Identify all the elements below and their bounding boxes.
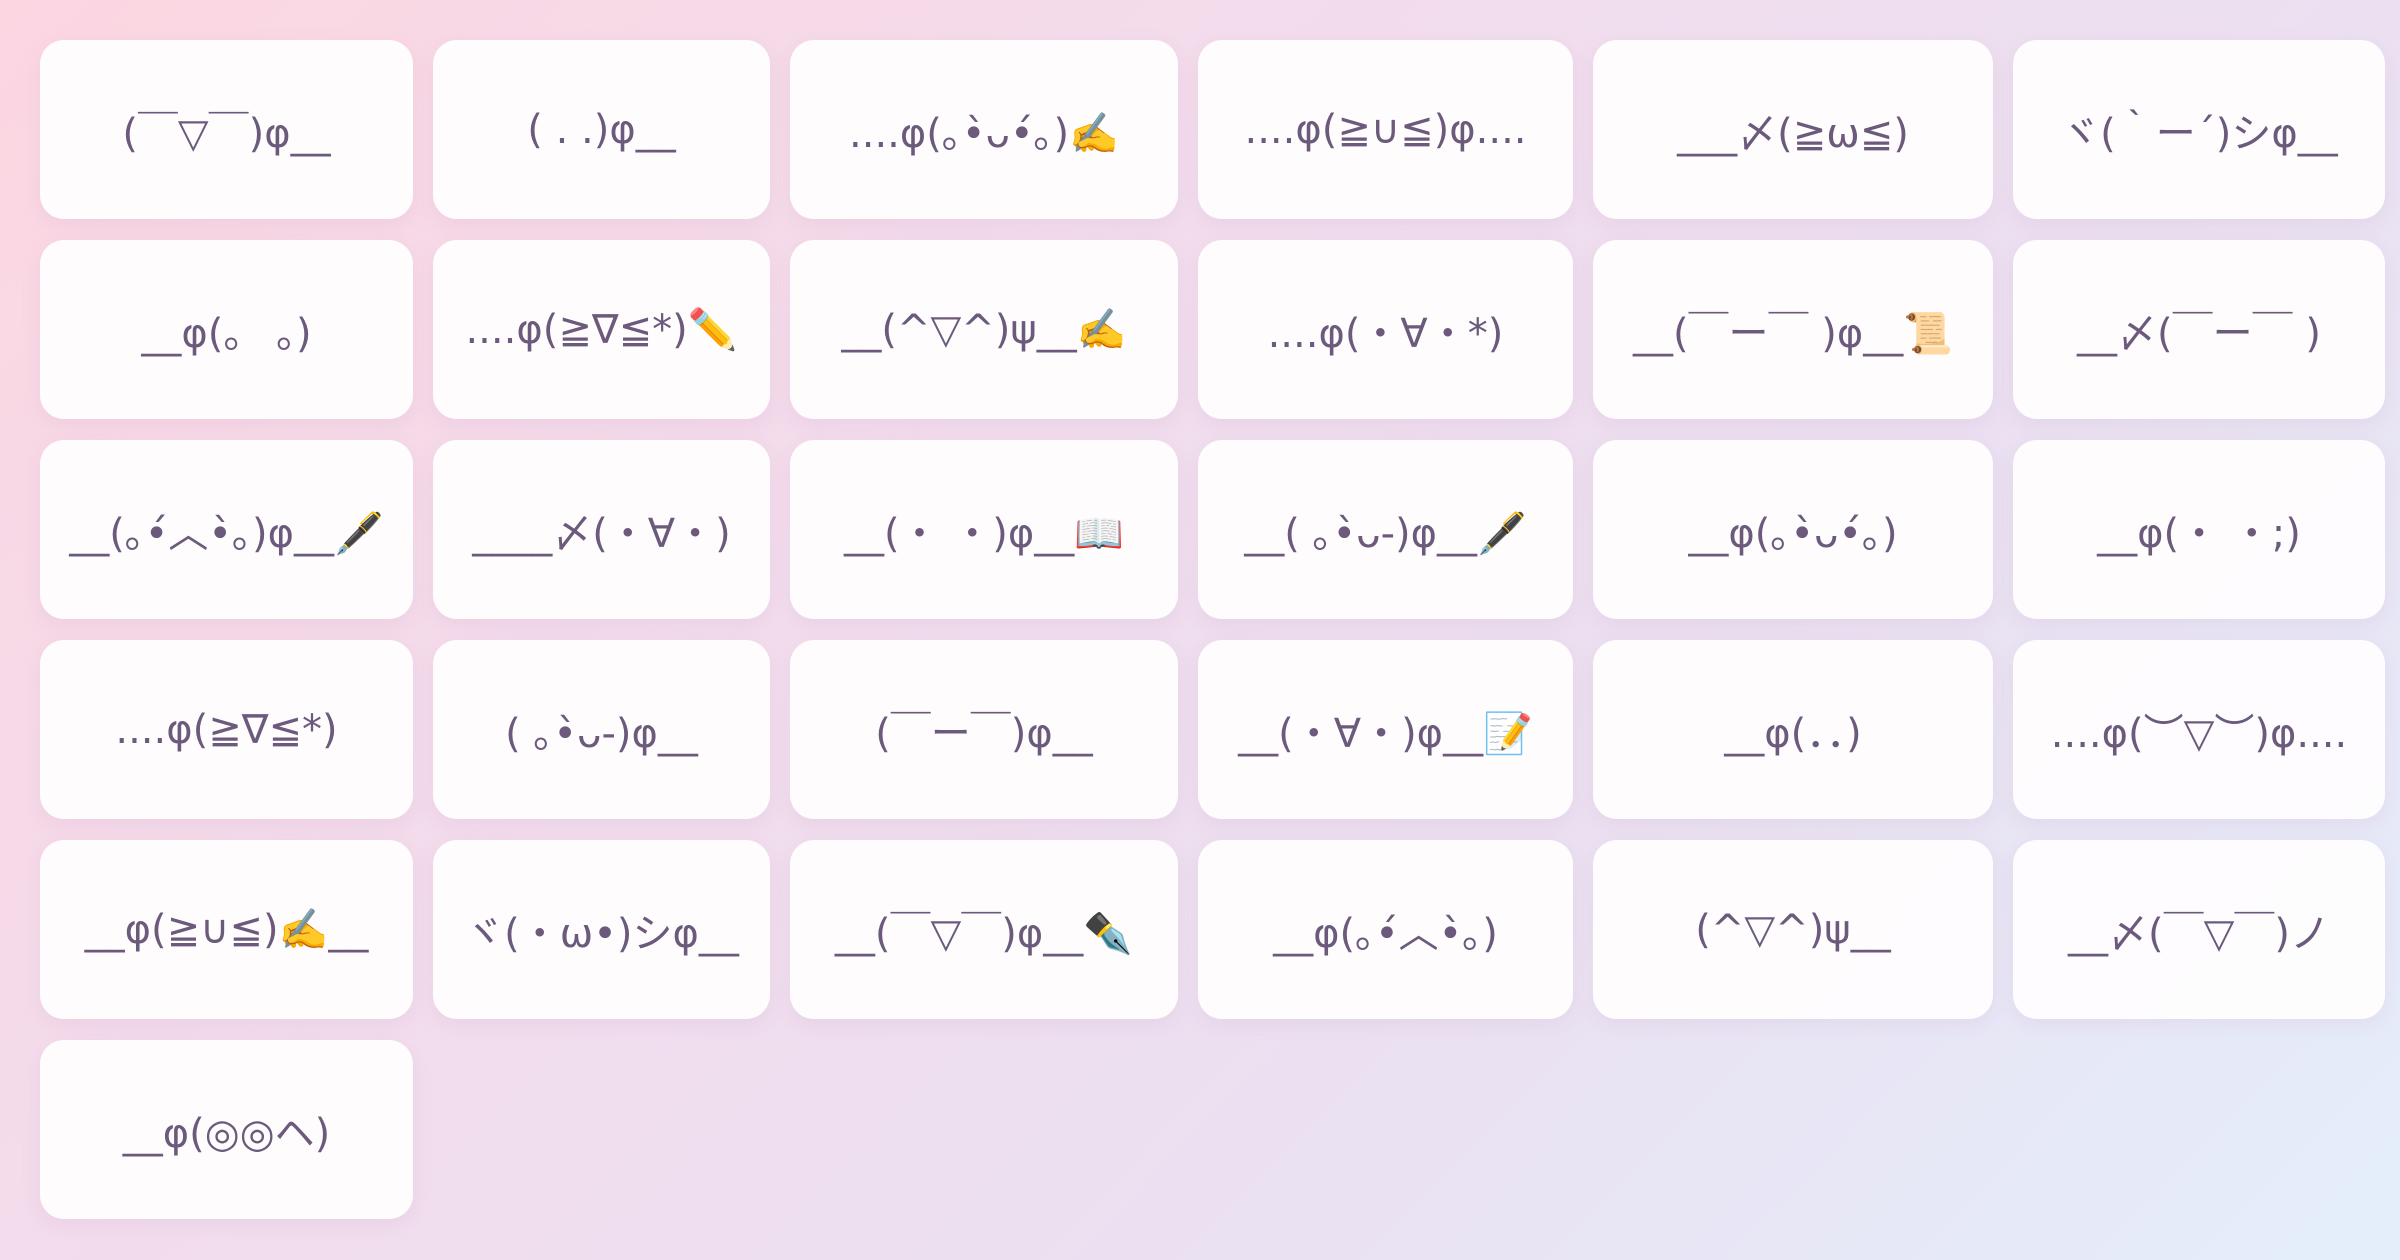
kaomoji-card[interactable]: __(^▽^)ψ__✍️	[790, 240, 1178, 419]
kaomoji-text: __(^▽^)ψ__✍️	[841, 307, 1127, 353]
kaomoji-card[interactable]: __(・∀・)φ__📝	[1198, 640, 1573, 819]
kaomoji-text: ( ｡•̀ᴗ-)φ__	[505, 710, 698, 757]
kaomoji-card[interactable]: ....φ(≧∇≦*)✏️	[433, 240, 770, 419]
kaomoji-text: __〆(￣▽￣)ノ	[2068, 910, 2330, 957]
kaomoji-card[interactable]: ....φ(・∀・*)	[1198, 240, 1573, 419]
kaomoji-text: ヾ(・ω•)シφ__	[464, 910, 739, 957]
kaomoji-card[interactable]: __φ(｡•̀ᴗ•́｡)	[1593, 440, 1993, 619]
kaomoji-text: (^▽^)ψ__	[1695, 906, 1891, 953]
kaomoji-card[interactable]: __(￣▽￣)φ__✒️	[790, 840, 1178, 1019]
kaomoji-card[interactable]: (￣ー￣)φ__	[790, 640, 1178, 819]
kaomoji-grid: (￣▽￣)φ__ ( . .)φ__ ....φ(｡•̀ᴗ•́｡)✍️ ....φ(≧…	[40, 40, 2385, 1219]
kaomoji-text: __(｡•́︿•̀｡)φ__🖋️	[69, 510, 384, 557]
kaomoji-text: ....φ(｡•̀ᴗ•́｡)✍️	[849, 110, 1119, 157]
kaomoji-text: __(￣▽￣)φ__✒️	[834, 910, 1134, 957]
kaomoji-text: ....φ(≧∇≦*)	[115, 706, 338, 753]
kaomoji-text: __(￣ー￣ )φ__📜	[1632, 310, 1954, 357]
kaomoji-card[interactable]: ヾ(・ω•)シφ__	[433, 840, 770, 1019]
kaomoji-text: ヾ(｀ー´)シφ__	[2060, 110, 2338, 157]
kaomoji-card[interactable]: ....φ(≧∇≦*)	[40, 640, 413, 819]
kaomoji-card[interactable]: __φ(・ ・;)	[2013, 440, 2385, 619]
kaomoji-card[interactable]: __φ(◎◎ヘ)	[40, 1040, 413, 1219]
kaomoji-card[interactable]: __(￣ー￣ )φ__📜	[1593, 240, 1993, 419]
kaomoji-card[interactable]: __φ(≧∪≦)✍️__	[40, 840, 413, 1019]
kaomoji-card[interactable]: ヾ(｀ー´)シφ__	[2013, 40, 2385, 219]
kaomoji-card[interactable]: (￣▽￣)φ__	[40, 40, 413, 219]
kaomoji-card[interactable]: ....φ(｡•̀ᴗ•́｡)✍️	[790, 40, 1178, 219]
kaomoji-card[interactable]: (^▽^)ψ__	[1593, 840, 1993, 1019]
kaomoji-text: __φ(。 。)	[141, 310, 312, 357]
kaomoji-text: ....φ(≧∇≦*)✏️	[465, 307, 738, 353]
kaomoji-card[interactable]: ( ｡•̀ᴗ-)φ__	[433, 640, 770, 819]
kaomoji-text: __(・∀・)φ__📝	[1238, 710, 1533, 757]
kaomoji-text: __φ(｡•̀ᴗ•́｡)	[1688, 510, 1898, 557]
kaomoji-text: ....φ(≧∪≦)φ....	[1244, 106, 1527, 153]
kaomoji-card[interactable]: ___〆(≧ω≦)	[1593, 40, 1993, 219]
kaomoji-text: __φ(・ ・;)	[2097, 510, 2301, 557]
kaomoji-text: ....φ(・∀・*)	[1267, 310, 1504, 357]
kaomoji-card[interactable]: ____〆(・∀・)	[433, 440, 770, 619]
kaomoji-text: __(・ ・)φ__📖	[843, 510, 1125, 557]
kaomoji-card[interactable]: ....φ(︶▽︶)φ....	[2013, 640, 2385, 819]
kaomoji-text: __〆(￣ー￣ )	[2077, 310, 2321, 357]
kaomoji-text: (￣▽￣)φ__	[122, 110, 331, 157]
kaomoji-card[interactable]: ( . .)φ__	[433, 40, 770, 219]
kaomoji-text: __φ(｡•́︿•̀｡)	[1273, 910, 1498, 957]
kaomoji-card[interactable]: __φ(。 。)	[40, 240, 413, 419]
kaomoji-text: ____〆(・∀・)	[472, 510, 731, 557]
kaomoji-card[interactable]: __(｡•́︿•̀｡)φ__🖋️	[40, 440, 413, 619]
kaomoji-card[interactable]: __φ(｡•́︿•̀｡)	[1198, 840, 1573, 1019]
kaomoji-card[interactable]: __〆(￣▽￣)ノ	[2013, 840, 2385, 1019]
kaomoji-text: ___〆(≧ω≦)	[1677, 110, 1909, 157]
kaomoji-text: ....φ(︶▽︶)φ....	[2050, 710, 2348, 757]
kaomoji-text: __φ(≧∪≦)✍️__	[84, 907, 369, 953]
kaomoji-card[interactable]: __( ｡•̀ᴗ-)φ__🖋️	[1198, 440, 1573, 619]
kaomoji-card[interactable]: __〆(￣ー￣ )	[2013, 240, 2385, 419]
kaomoji-text: ( . .)φ__	[527, 106, 676, 153]
kaomoji-text: (￣ー￣)φ__	[875, 710, 1093, 757]
kaomoji-card[interactable]: __(・ ・)φ__📖	[790, 440, 1178, 619]
kaomoji-text: __φ(◎◎ヘ)	[122, 1110, 331, 1157]
kaomoji-text: __φ(．．)	[1724, 710, 1862, 757]
kaomoji-text: __( ｡•̀ᴗ-)φ__🖋️	[1244, 510, 1527, 557]
kaomoji-card[interactable]: __φ(．．)	[1593, 640, 1993, 819]
kaomoji-card[interactable]: ....φ(≧∪≦)φ....	[1198, 40, 1573, 219]
